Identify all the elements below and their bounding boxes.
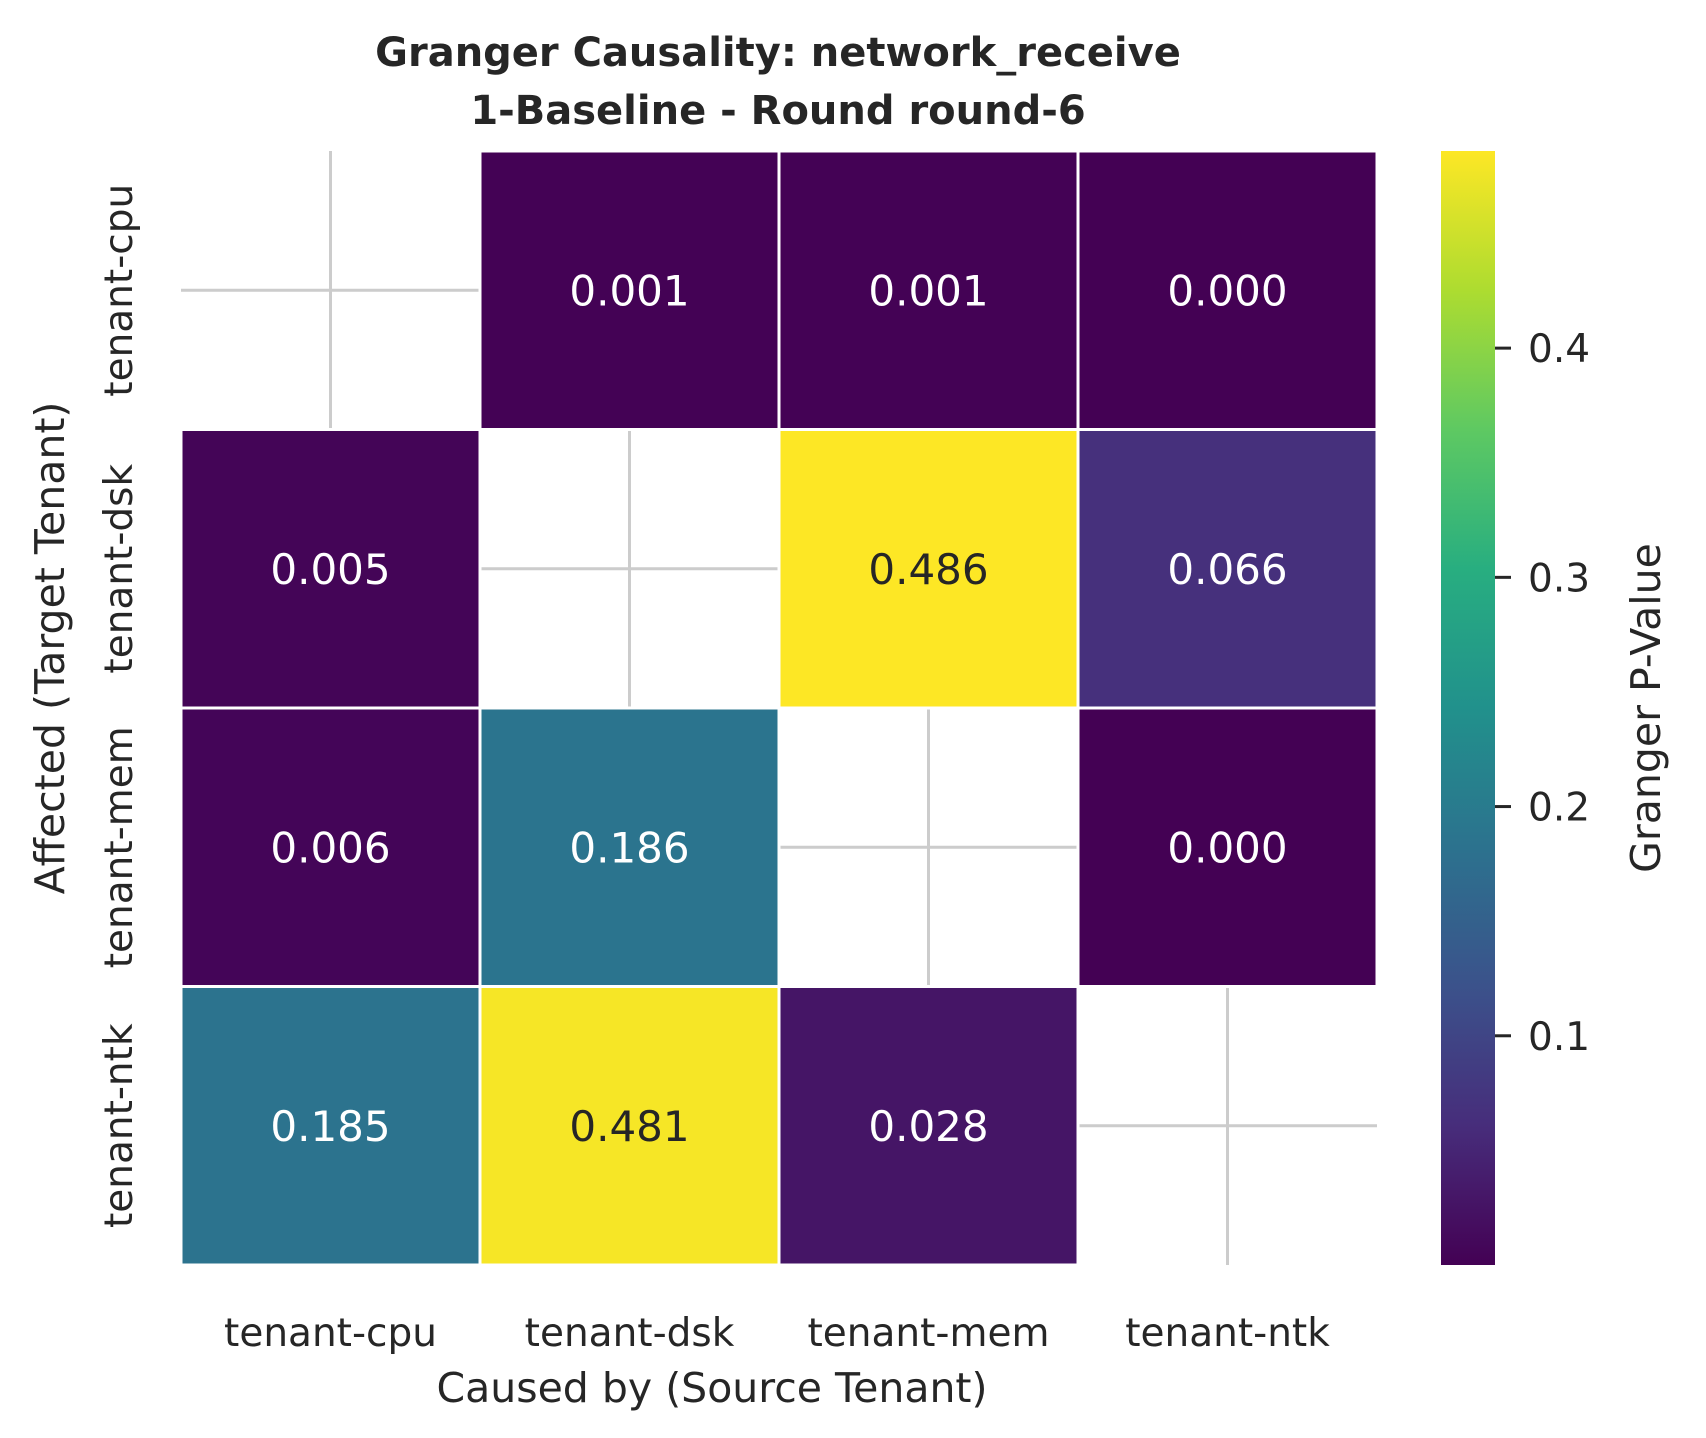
x-tick-label: tenant-ntk [1125, 1311, 1330, 1356]
x-tick-label: tenant-cpu [224, 1311, 437, 1356]
cell-value-label: 0.186 [569, 823, 689, 872]
heatmap-cell [777, 149, 1080, 431]
colorbar-ticks: 0.1 0.2 0.3 0.4 [1495, 327, 1590, 1060]
colorbar-label: Granger P-Value [1622, 543, 1670, 873]
colorbar-tick-label: 0.2 [1528, 786, 1590, 831]
heatmap-cell [1076, 428, 1379, 710]
y-tick-labels: tenant-cpu tenant-dsk tenant-mem tenant-ntk [97, 184, 142, 1228]
x-axis-label: Caused by (Source Tenant) [436, 1364, 987, 1412]
y-axis-label: Affected (Target Tenant) [26, 402, 74, 895]
heatmap-cell [1076, 706, 1379, 988]
cell-value-label: 0.066 [1167, 545, 1287, 594]
cell-value-label: 0.028 [868, 1102, 988, 1151]
x-tick-label: tenant-mem [808, 1311, 1050, 1356]
heatmap-cell [478, 985, 781, 1267]
colorbar [1441, 151, 1495, 1265]
heatmap-cells: 0.001 0.001 0.000 0.005 0.486 0.066 0.006 0.186… [179, 149, 1379, 1267]
colorbar-tick-label: 0.1 [1528, 1015, 1590, 1060]
heatmap-cell [179, 428, 482, 710]
cell-value-label: 0.000 [1167, 823, 1287, 872]
chart-title: Granger Causality: network_receive [375, 30, 1181, 76]
heatmap-cell [179, 706, 482, 988]
heatmap-cell [1076, 149, 1379, 431]
y-tick-label: tenant-ntk [97, 1023, 142, 1228]
heatmap-cell [478, 149, 781, 431]
cell-value-label: 0.486 [868, 545, 988, 594]
y-tick-label: tenant-dsk [97, 464, 142, 674]
cell-value-label: 0.185 [270, 1102, 390, 1151]
y-tick-label: tenant-cpu [97, 184, 142, 397]
colorbar-tick-label: 0.3 [1528, 556, 1590, 601]
chart-subtitle: 1-Baseline - Round round-6 [470, 88, 1085, 134]
y-tick-label: tenant-mem [97, 726, 142, 968]
heatmap-cell [777, 985, 1080, 1267]
x-tick-label: tenant-dsk [525, 1311, 735, 1356]
heatmap-cell [478, 706, 781, 988]
x-tick-labels: tenant-cpu tenant-dsk tenant-mem tenant-ntk [224, 1311, 1330, 1356]
cell-value-label: 0.001 [868, 266, 988, 315]
cell-value-label: 0.001 [569, 266, 689, 315]
cell-value-label: 0.000 [1167, 266, 1287, 315]
cell-value-label: 0.005 [270, 545, 390, 594]
colorbar-tick-label: 0.4 [1528, 327, 1590, 372]
cell-value-label: 0.481 [569, 1102, 689, 1151]
cell-value-label: 0.006 [270, 823, 390, 872]
